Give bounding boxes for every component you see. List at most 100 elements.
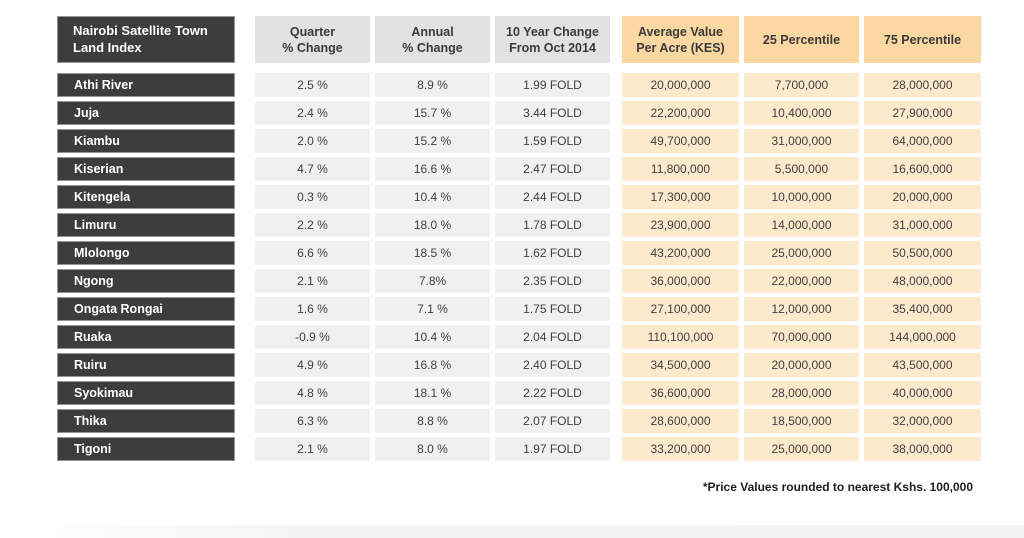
column-header-quarter-change: Quarter % Change: [255, 16, 370, 63]
quarter-change-cell: -0.9 %: [255, 325, 370, 349]
average-value-cell: 110,100,000: [622, 325, 739, 349]
annual-change-cell: 10.4 %: [375, 185, 490, 209]
table-row: Kitengela 0.3 % 10.4 % 2.44 FOLD 17,300,…: [57, 185, 981, 209]
ten-year-change-cell: 3.44 FOLD: [495, 101, 610, 125]
quarter-change-cell: 4.8 %: [255, 381, 370, 405]
table-row: Juja 2.4 % 15.7 % 3.44 FOLD 22,200,000 1…: [57, 101, 981, 125]
annual-change-cell: 7.8%: [375, 269, 490, 293]
quarter-change-cell: 6.6 %: [255, 241, 370, 265]
quarter-change-cell: 4.7 %: [255, 157, 370, 181]
ten-year-change-cell: 1.59 FOLD: [495, 129, 610, 153]
table-row: Syokimau 4.8 % 18.1 % 2.22 FOLD 36,600,0…: [57, 381, 981, 405]
bottom-page-strip: [60, 525, 1024, 538]
average-value-cell: 36,000,000: [622, 269, 739, 293]
percentile-25-cell: 20,000,000: [744, 353, 859, 377]
ten-year-change-cell: 1.78 FOLD: [495, 213, 610, 237]
percentile-75-cell: 20,000,000: [864, 185, 981, 209]
annual-change-cell: 8.8 %: [375, 409, 490, 433]
annual-change-cell: 10.4 %: [375, 325, 490, 349]
table-row: Ruaka -0.9 % 10.4 % 2.04 FOLD 110,100,00…: [57, 325, 981, 349]
ten-year-change-cell: 1.97 FOLD: [495, 437, 610, 461]
annual-change-cell: 16.6 %: [375, 157, 490, 181]
annual-change-cell: 16.8 %: [375, 353, 490, 377]
quarter-change-cell: 0.3 %: [255, 185, 370, 209]
percentile-25-cell: 7,700,000: [744, 73, 859, 97]
percentile-75-cell: 38,000,000: [864, 437, 981, 461]
ten-year-change-cell: 1.62 FOLD: [495, 241, 610, 265]
ten-year-change-cell: 1.99 FOLD: [495, 73, 610, 97]
percentile-75-cell: 35,400,000: [864, 297, 981, 321]
percentile-75-cell: 48,000,000: [864, 269, 981, 293]
average-value-cell: 11,800,000: [622, 157, 739, 181]
percentile-25-cell: 18,500,000: [744, 409, 859, 433]
table-row: Ruiru 4.9 % 16.8 % 2.40 FOLD 34,500,000 …: [57, 353, 981, 377]
table-title: Nairobi Satellite Town Land Index: [57, 16, 235, 63]
town-name-cell: Athi River: [57, 73, 235, 97]
percentile-25-cell: 5,500,000: [744, 157, 859, 181]
annual-change-cell: 8.9 %: [375, 73, 490, 97]
table-row: Tigoni 2.1 % 8.0 % 1.97 FOLD 33,200,000 …: [57, 437, 981, 461]
annual-change-cell: 18.5 %: [375, 241, 490, 265]
land-index-table: Nairobi Satellite Town Land Index Quarte…: [57, 16, 981, 465]
column-header-75-percentile: 75 Percentile: [864, 16, 981, 63]
average-value-cell: 23,900,000: [622, 213, 739, 237]
table-row: Limuru 2.2 % 18.0 % 1.78 FOLD 23,900,000…: [57, 213, 981, 237]
percentile-75-cell: 28,000,000: [864, 73, 981, 97]
percentile-75-cell: 32,000,000: [864, 409, 981, 433]
average-value-cell: 28,600,000: [622, 409, 739, 433]
quarter-change-cell: 4.9 %: [255, 353, 370, 377]
percentile-25-cell: 10,000,000: [744, 185, 859, 209]
quarter-change-cell: 2.0 %: [255, 129, 370, 153]
ten-year-change-cell: 2.47 FOLD: [495, 157, 610, 181]
table-row: Thika 6.3 % 8.8 % 2.07 FOLD 28,600,000 1…: [57, 409, 981, 433]
table-row: Ngong 2.1 % 7.8% 2.35 FOLD 36,000,000 22…: [57, 269, 981, 293]
annual-change-cell: 15.2 %: [375, 129, 490, 153]
annual-change-cell: 15.7 %: [375, 101, 490, 125]
ten-year-change-cell: 2.35 FOLD: [495, 269, 610, 293]
table-row: Kiambu 2.0 % 15.2 % 1.59 FOLD 49,700,000…: [57, 129, 981, 153]
town-name-cell: Tigoni: [57, 437, 235, 461]
average-value-cell: 20,000,000: [622, 73, 739, 97]
ten-year-change-cell: 2.07 FOLD: [495, 409, 610, 433]
percentile-25-cell: 10,400,000: [744, 101, 859, 125]
average-value-cell: 17,300,000: [622, 185, 739, 209]
town-name-cell: Ruaka: [57, 325, 235, 349]
town-name-cell: Limuru: [57, 213, 235, 237]
table-body: Athi River 2.5 % 8.9 % 1.99 FOLD 20,000,…: [57, 73, 981, 461]
column-header-ten-year-change: 10 Year Change From Oct 2014: [495, 16, 610, 63]
annual-change-cell: 18.1 %: [375, 381, 490, 405]
ten-year-change-cell: 2.04 FOLD: [495, 325, 610, 349]
column-header-25-percentile: 25 Percentile: [744, 16, 859, 63]
percentile-25-cell: 14,000,000: [744, 213, 859, 237]
town-name-cell: Kitengela: [57, 185, 235, 209]
quarter-change-cell: 2.5 %: [255, 73, 370, 97]
annual-change-cell: 18.0 %: [375, 213, 490, 237]
table-row: Kiserian 4.7 % 16.6 % 2.47 FOLD 11,800,0…: [57, 157, 981, 181]
average-value-cell: 43,200,000: [622, 241, 739, 265]
town-name-cell: Ruiru: [57, 353, 235, 377]
town-name-cell: Kiserian: [57, 157, 235, 181]
percentile-75-cell: 31,000,000: [864, 213, 981, 237]
percentile-75-cell: 43,500,000: [864, 353, 981, 377]
column-header-annual-change: Annual % Change: [375, 16, 490, 63]
quarter-change-cell: 1.6 %: [255, 297, 370, 321]
percentile-75-cell: 16,600,000: [864, 157, 981, 181]
ten-year-change-cell: 2.40 FOLD: [495, 353, 610, 377]
table-row: Ongata Rongai 1.6 % 7.1 % 1.75 FOLD 27,1…: [57, 297, 981, 321]
town-name-cell: Thika: [57, 409, 235, 433]
table-row: Mlolongo 6.6 % 18.5 % 1.62 FOLD 43,200,0…: [57, 241, 981, 265]
ten-year-change-cell: 1.75 FOLD: [495, 297, 610, 321]
table-header-row: Nairobi Satellite Town Land Index Quarte…: [57, 16, 981, 63]
percentile-75-cell: 50,500,000: [864, 241, 981, 265]
ten-year-change-cell: 2.22 FOLD: [495, 381, 610, 405]
percentile-75-cell: 40,000,000: [864, 381, 981, 405]
ten-year-change-cell: 2.44 FOLD: [495, 185, 610, 209]
town-name-cell: Mlolongo: [57, 241, 235, 265]
percentile-75-cell: 144,000,000: [864, 325, 981, 349]
quarter-change-cell: 2.1 %: [255, 269, 370, 293]
price-rounding-footnote: *Price Values rounded to nearest Kshs. 1…: [702, 480, 973, 494]
percentile-25-cell: 25,000,000: [744, 241, 859, 265]
percentile-75-cell: 64,000,000: [864, 129, 981, 153]
percentile-25-cell: 25,000,000: [744, 437, 859, 461]
percentile-25-cell: 70,000,000: [744, 325, 859, 349]
